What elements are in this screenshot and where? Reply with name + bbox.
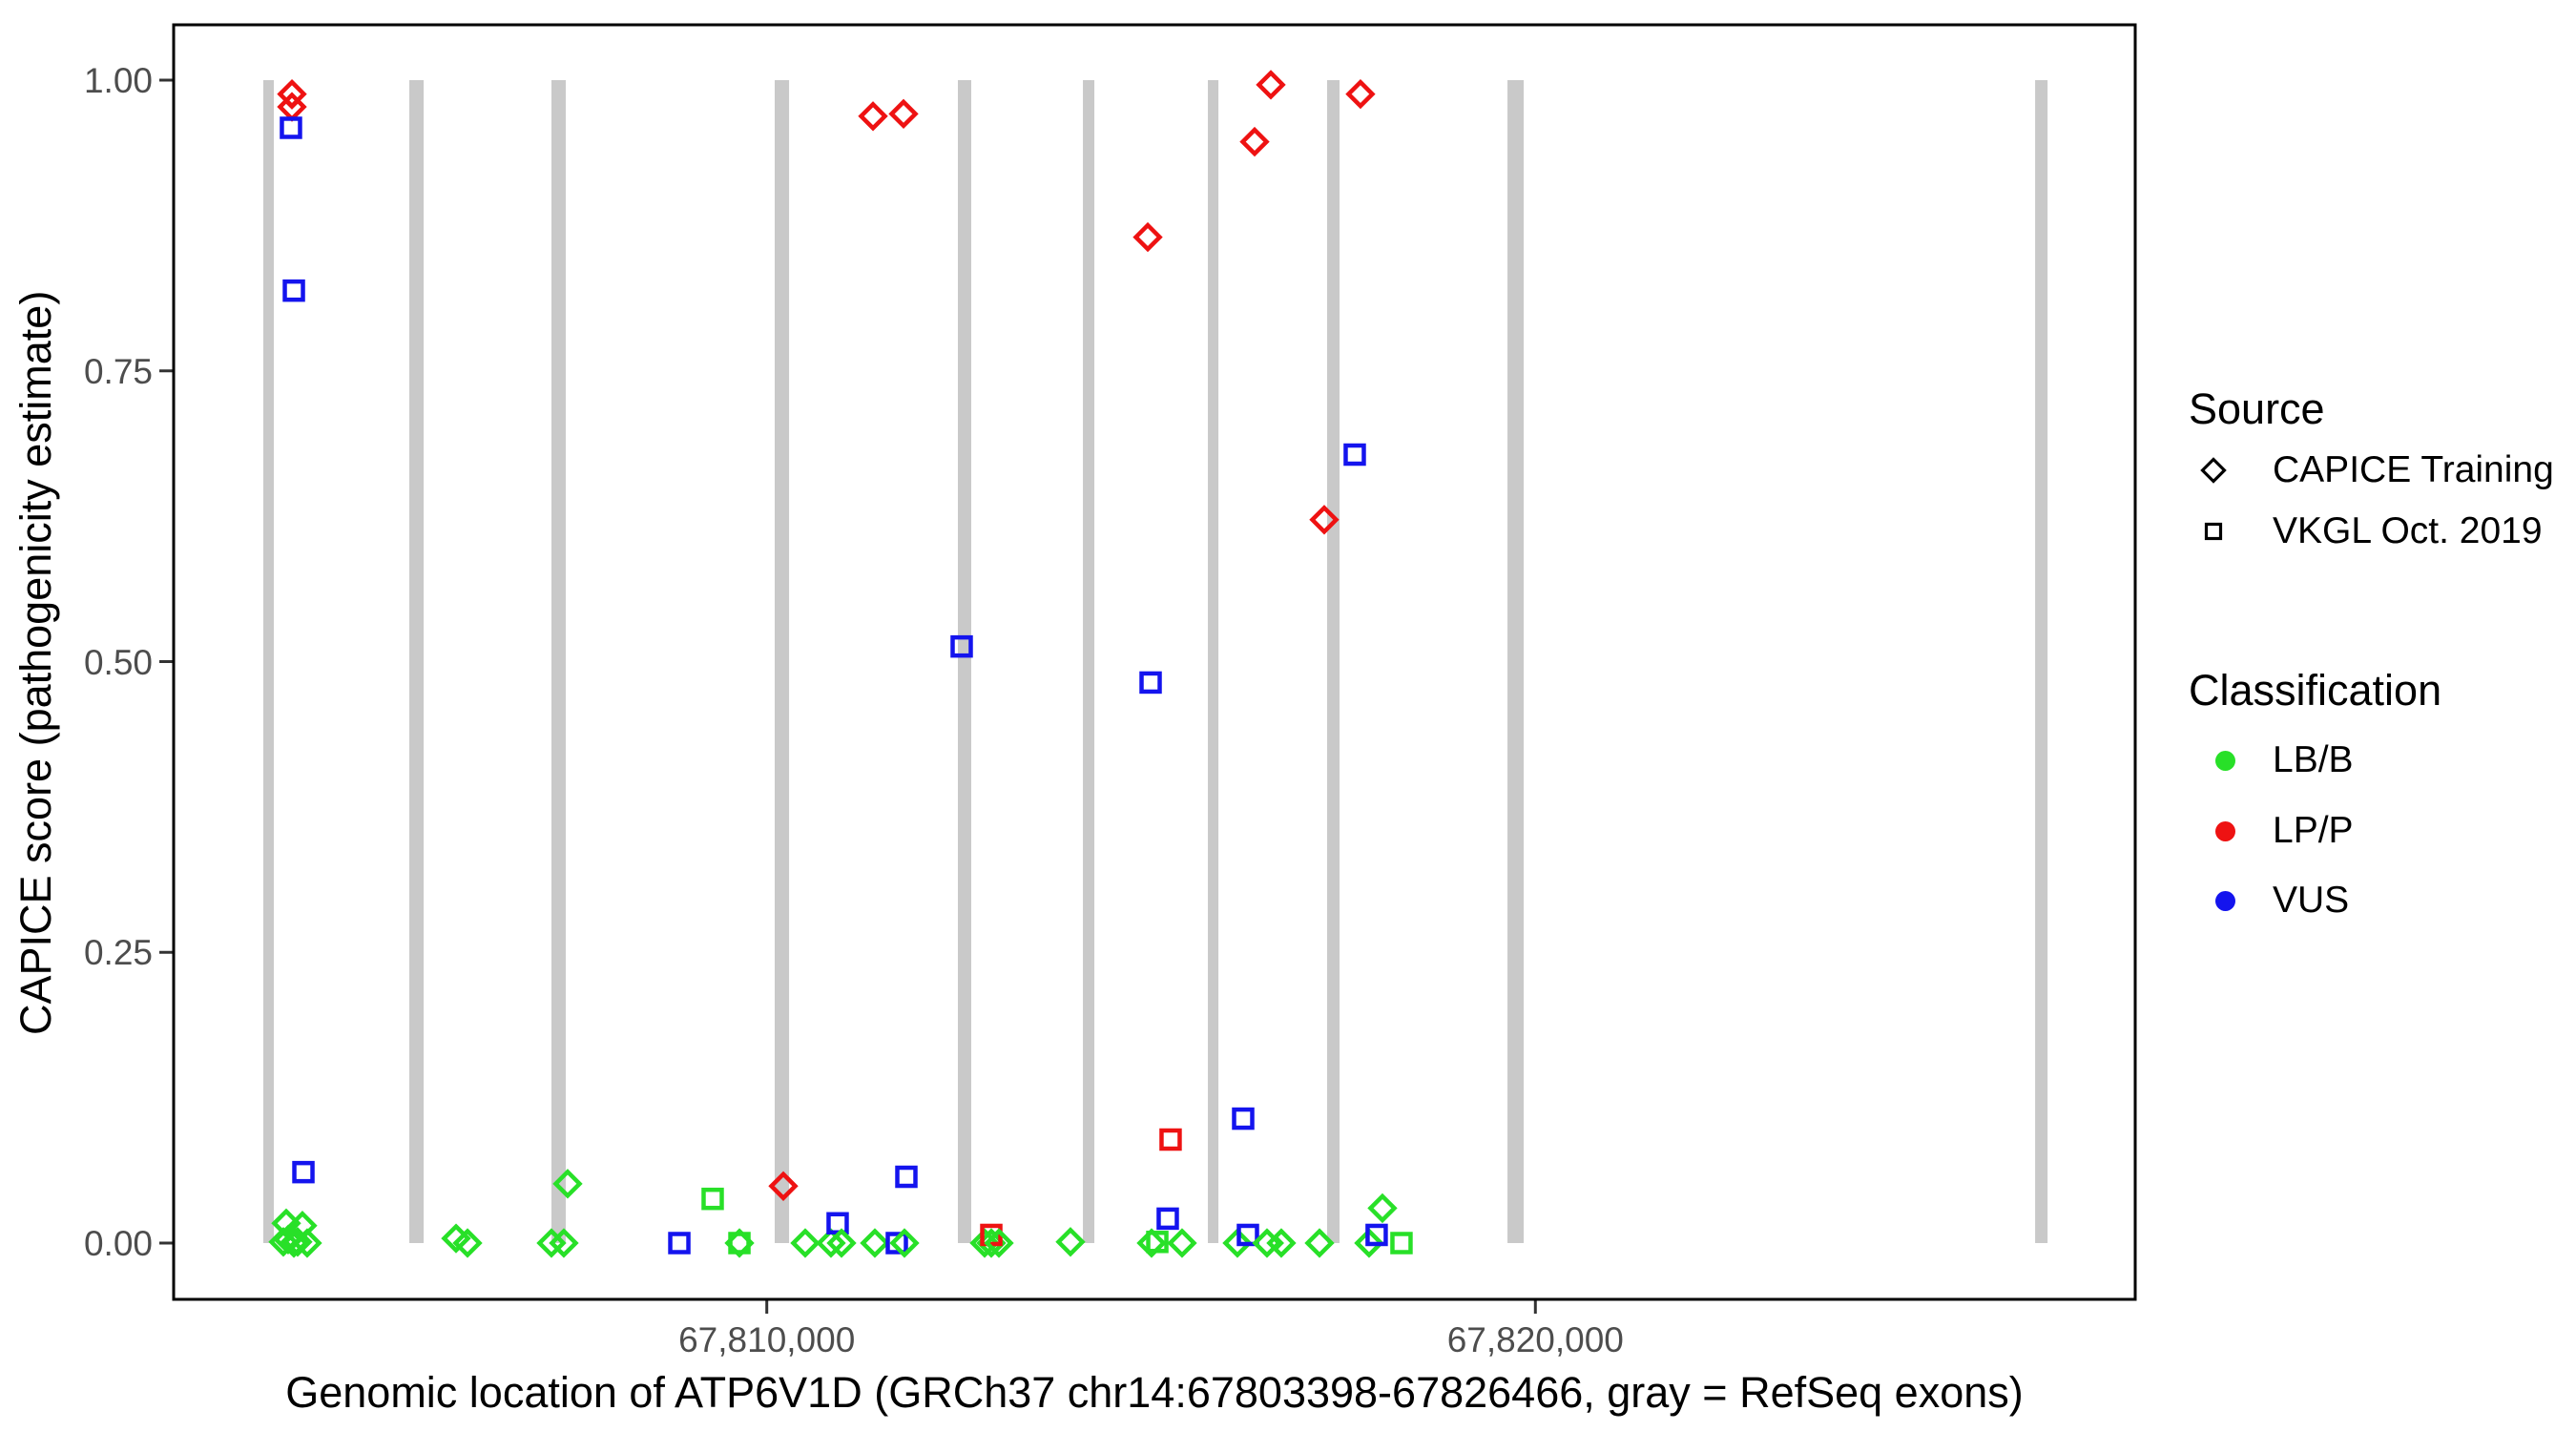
data-point-diamond <box>1367 1192 1398 1224</box>
x-axis-title: Genomic location of ATP6V1D (GRCh37 chr1… <box>285 1368 2024 1417</box>
legend-item-lpp: LP/P <box>2191 808 2354 854</box>
data-point-square <box>1236 1223 1259 1247</box>
y-axis-title: CAPICE score (pathogenicity estimate) <box>11 290 60 1036</box>
green-dot-icon <box>2191 750 2259 771</box>
data-point-diamond <box>816 1228 846 1258</box>
plot-panel <box>174 25 2135 1299</box>
refseq-exon-bar <box>1507 80 1525 1243</box>
y-tick-label: 0.75 <box>83 351 153 391</box>
legend-classification-title: Classification <box>2189 666 2442 715</box>
data-point-diamond <box>552 1169 583 1199</box>
legend-item-lbb: LB/B <box>2191 737 2354 783</box>
data-point-square <box>282 279 305 302</box>
data-point-square <box>280 116 302 139</box>
data-point-diamond <box>1136 1228 1167 1258</box>
red-dot-icon <box>2191 820 2259 841</box>
data-point-diamond <box>790 1228 821 1258</box>
data-point-square <box>668 1232 691 1255</box>
x-tick-label: 67,810,000 <box>678 1320 856 1359</box>
blue-dot-icon <box>2191 890 2259 911</box>
data-point-diamond <box>452 1228 483 1258</box>
legend-item-label: LP/P <box>2273 810 2354 851</box>
data-point-square <box>1365 1223 1388 1247</box>
data-point-diamond <box>1309 505 1340 535</box>
data-point-square <box>1390 1232 1413 1255</box>
data-point-diamond <box>1266 1228 1297 1258</box>
legend-item-vus: VUS <box>2191 878 2349 923</box>
data-point-diamond <box>1304 1228 1335 1258</box>
refseq-exon-bar <box>1326 80 1340 1243</box>
refseq-exon-bar <box>2035 80 2048 1243</box>
data-point-square <box>1159 1128 1182 1151</box>
legend-item-capice-training: CAPICE Training <box>2191 447 2554 493</box>
data-point-square <box>701 1187 724 1211</box>
data-point-diamond <box>826 1228 857 1258</box>
refseq-exon-bar <box>957 80 971 1243</box>
data-point-square <box>950 634 973 658</box>
data-point-square <box>1156 1207 1179 1231</box>
refseq-exon-bar <box>262 80 275 1243</box>
legend-item-vkgl: VKGL Oct. 2019 <box>2191 508 2543 554</box>
data-point-square <box>1343 443 1366 467</box>
data-point-diamond <box>292 1228 322 1258</box>
y-tick-label: 0.50 <box>83 642 153 682</box>
y-tick-label: 0.25 <box>83 933 153 973</box>
data-point-diamond <box>860 1228 890 1258</box>
data-point-diamond <box>1222 1228 1253 1258</box>
legend-item-label: VUS <box>2273 880 2350 921</box>
legend-item-label: LB/B <box>2273 739 2354 780</box>
data-point-square <box>1146 1231 1169 1254</box>
refseq-exon-bar <box>1208 80 1219 1243</box>
data-point-square <box>1139 671 1162 695</box>
data-point-diamond <box>1256 70 1286 100</box>
refseq-exon-bar <box>1083 80 1095 1243</box>
data-point-diamond <box>984 1228 1014 1258</box>
data-point-diamond <box>888 98 919 130</box>
data-point-diamond <box>1345 78 1376 110</box>
data-point-diamond <box>1167 1228 1197 1258</box>
data-point-square <box>1232 1107 1255 1130</box>
refseq-exon-bar <box>551 80 566 1243</box>
data-point-diamond <box>889 1228 920 1258</box>
data-point-diamond <box>282 1227 313 1257</box>
data-point-diamond <box>1055 1227 1086 1257</box>
data-point-diamond <box>768 1171 799 1201</box>
data-point-diamond <box>1132 221 1163 253</box>
data-point-diamond <box>1354 1228 1384 1258</box>
x-tick-label: 67,820,000 <box>1446 1320 1624 1359</box>
data-point-square <box>885 1232 908 1255</box>
refseq-exon-bar <box>775 80 790 1243</box>
refseq-exon-bar <box>409 80 425 1243</box>
data-point-diamond <box>858 101 888 132</box>
legend-item-label: CAPICE Training <box>2273 449 2554 490</box>
y-tick-label: 1.00 <box>83 61 153 100</box>
data-point-diamond <box>536 1228 567 1258</box>
data-point-diamond <box>1239 126 1270 157</box>
data-point-diamond <box>549 1228 579 1258</box>
legend-source-title: Source <box>2189 384 2325 433</box>
data-point-square <box>728 1232 751 1255</box>
data-point-square <box>292 1160 315 1184</box>
data-point-square <box>895 1165 918 1189</box>
legend-item-label: VKGL Oct. 2019 <box>2273 510 2543 551</box>
y-tick-label: 0.00 <box>83 1224 153 1263</box>
plot-panel-border <box>172 23 2137 1301</box>
